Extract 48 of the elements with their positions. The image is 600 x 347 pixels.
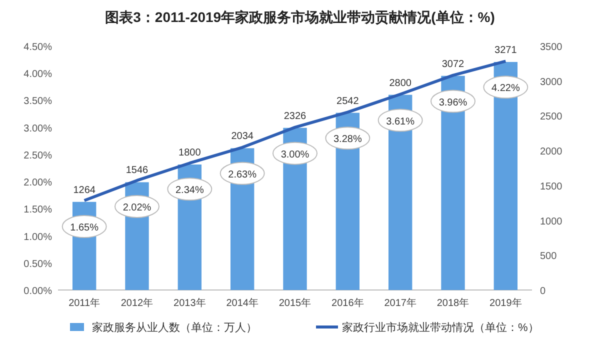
y2-tick-label: 1500 [540, 181, 563, 192]
y-tick-label: 3.50% [24, 96, 52, 108]
data-label: 2.63% [228, 169, 257, 180]
x-tick-label: 2011年 [68, 297, 100, 309]
legend-label: 家政服务从业人数（单位：万人） [92, 321, 257, 334]
x-tick-label: 2015年 [278, 297, 312, 309]
data-label: 2326 [284, 110, 307, 122]
x-tick-label: 2016年 [332, 297, 364, 309]
data-label: 3.28% [333, 134, 362, 146]
data-label: 2800 [389, 78, 412, 89]
data-label: 1800 [178, 148, 202, 159]
y-tick-label: 1.00% [24, 232, 52, 243]
x-tick-label: 2012年 [120, 297, 154, 309]
y-tick-label: 0.00% [24, 286, 52, 297]
data-label: 3.96% [438, 97, 468, 108]
y2-tick-label: 2000 [540, 146, 563, 158]
data-label: 3.61% [386, 116, 415, 128]
x-tick-label: 2019年 [490, 297, 522, 309]
x-tick-label: 2017年 [384, 297, 416, 309]
y-tick-label: 4.00% [24, 69, 52, 80]
y2-tick-label: 500 [540, 251, 558, 262]
x-tick-label: 2014年 [226, 297, 258, 309]
x-tick-label: 2013年 [174, 297, 206, 309]
y-tick-label: 1.50% [24, 204, 52, 216]
data-label: 3271 [494, 44, 518, 56]
data-label: 4.22% [491, 83, 520, 94]
data-label: 3072 [442, 58, 465, 70]
chart-title: 图表3：2011-2019年家政服务市场就业带动贡献情况(单位：%) [105, 9, 495, 25]
data-label: 2.34% [175, 185, 204, 196]
y2-tick-label: 0 [540, 286, 546, 297]
data-label: 2034 [231, 131, 254, 142]
data-label: 1.65% [70, 222, 99, 234]
y-tick-label: 2.50% [24, 150, 52, 162]
y2-tick-label: 3500 [540, 42, 563, 53]
data-label: 1546 [126, 165, 149, 176]
y2-tick-label: 2500 [540, 112, 563, 123]
y-tick-label: 4.50% [24, 42, 52, 53]
data-label: 2542 [336, 96, 360, 107]
data-label: 1264 [73, 184, 96, 196]
y-tick-label: 2.00% [24, 178, 52, 189]
x-tick-label: 2018年 [436, 297, 470, 309]
data-label: 2.02% [122, 202, 152, 214]
y2-tick-label: 1000 [540, 216, 563, 228]
y2-tick-label: 3000 [540, 76, 563, 88]
data-label: 3.00% [280, 149, 310, 160]
y-tick-label: 3.00% [24, 123, 52, 134]
legend-label: 家政行业市场就业带动情况（单位：%） [342, 321, 539, 334]
y-tick-label: 0.50% [24, 258, 52, 270]
